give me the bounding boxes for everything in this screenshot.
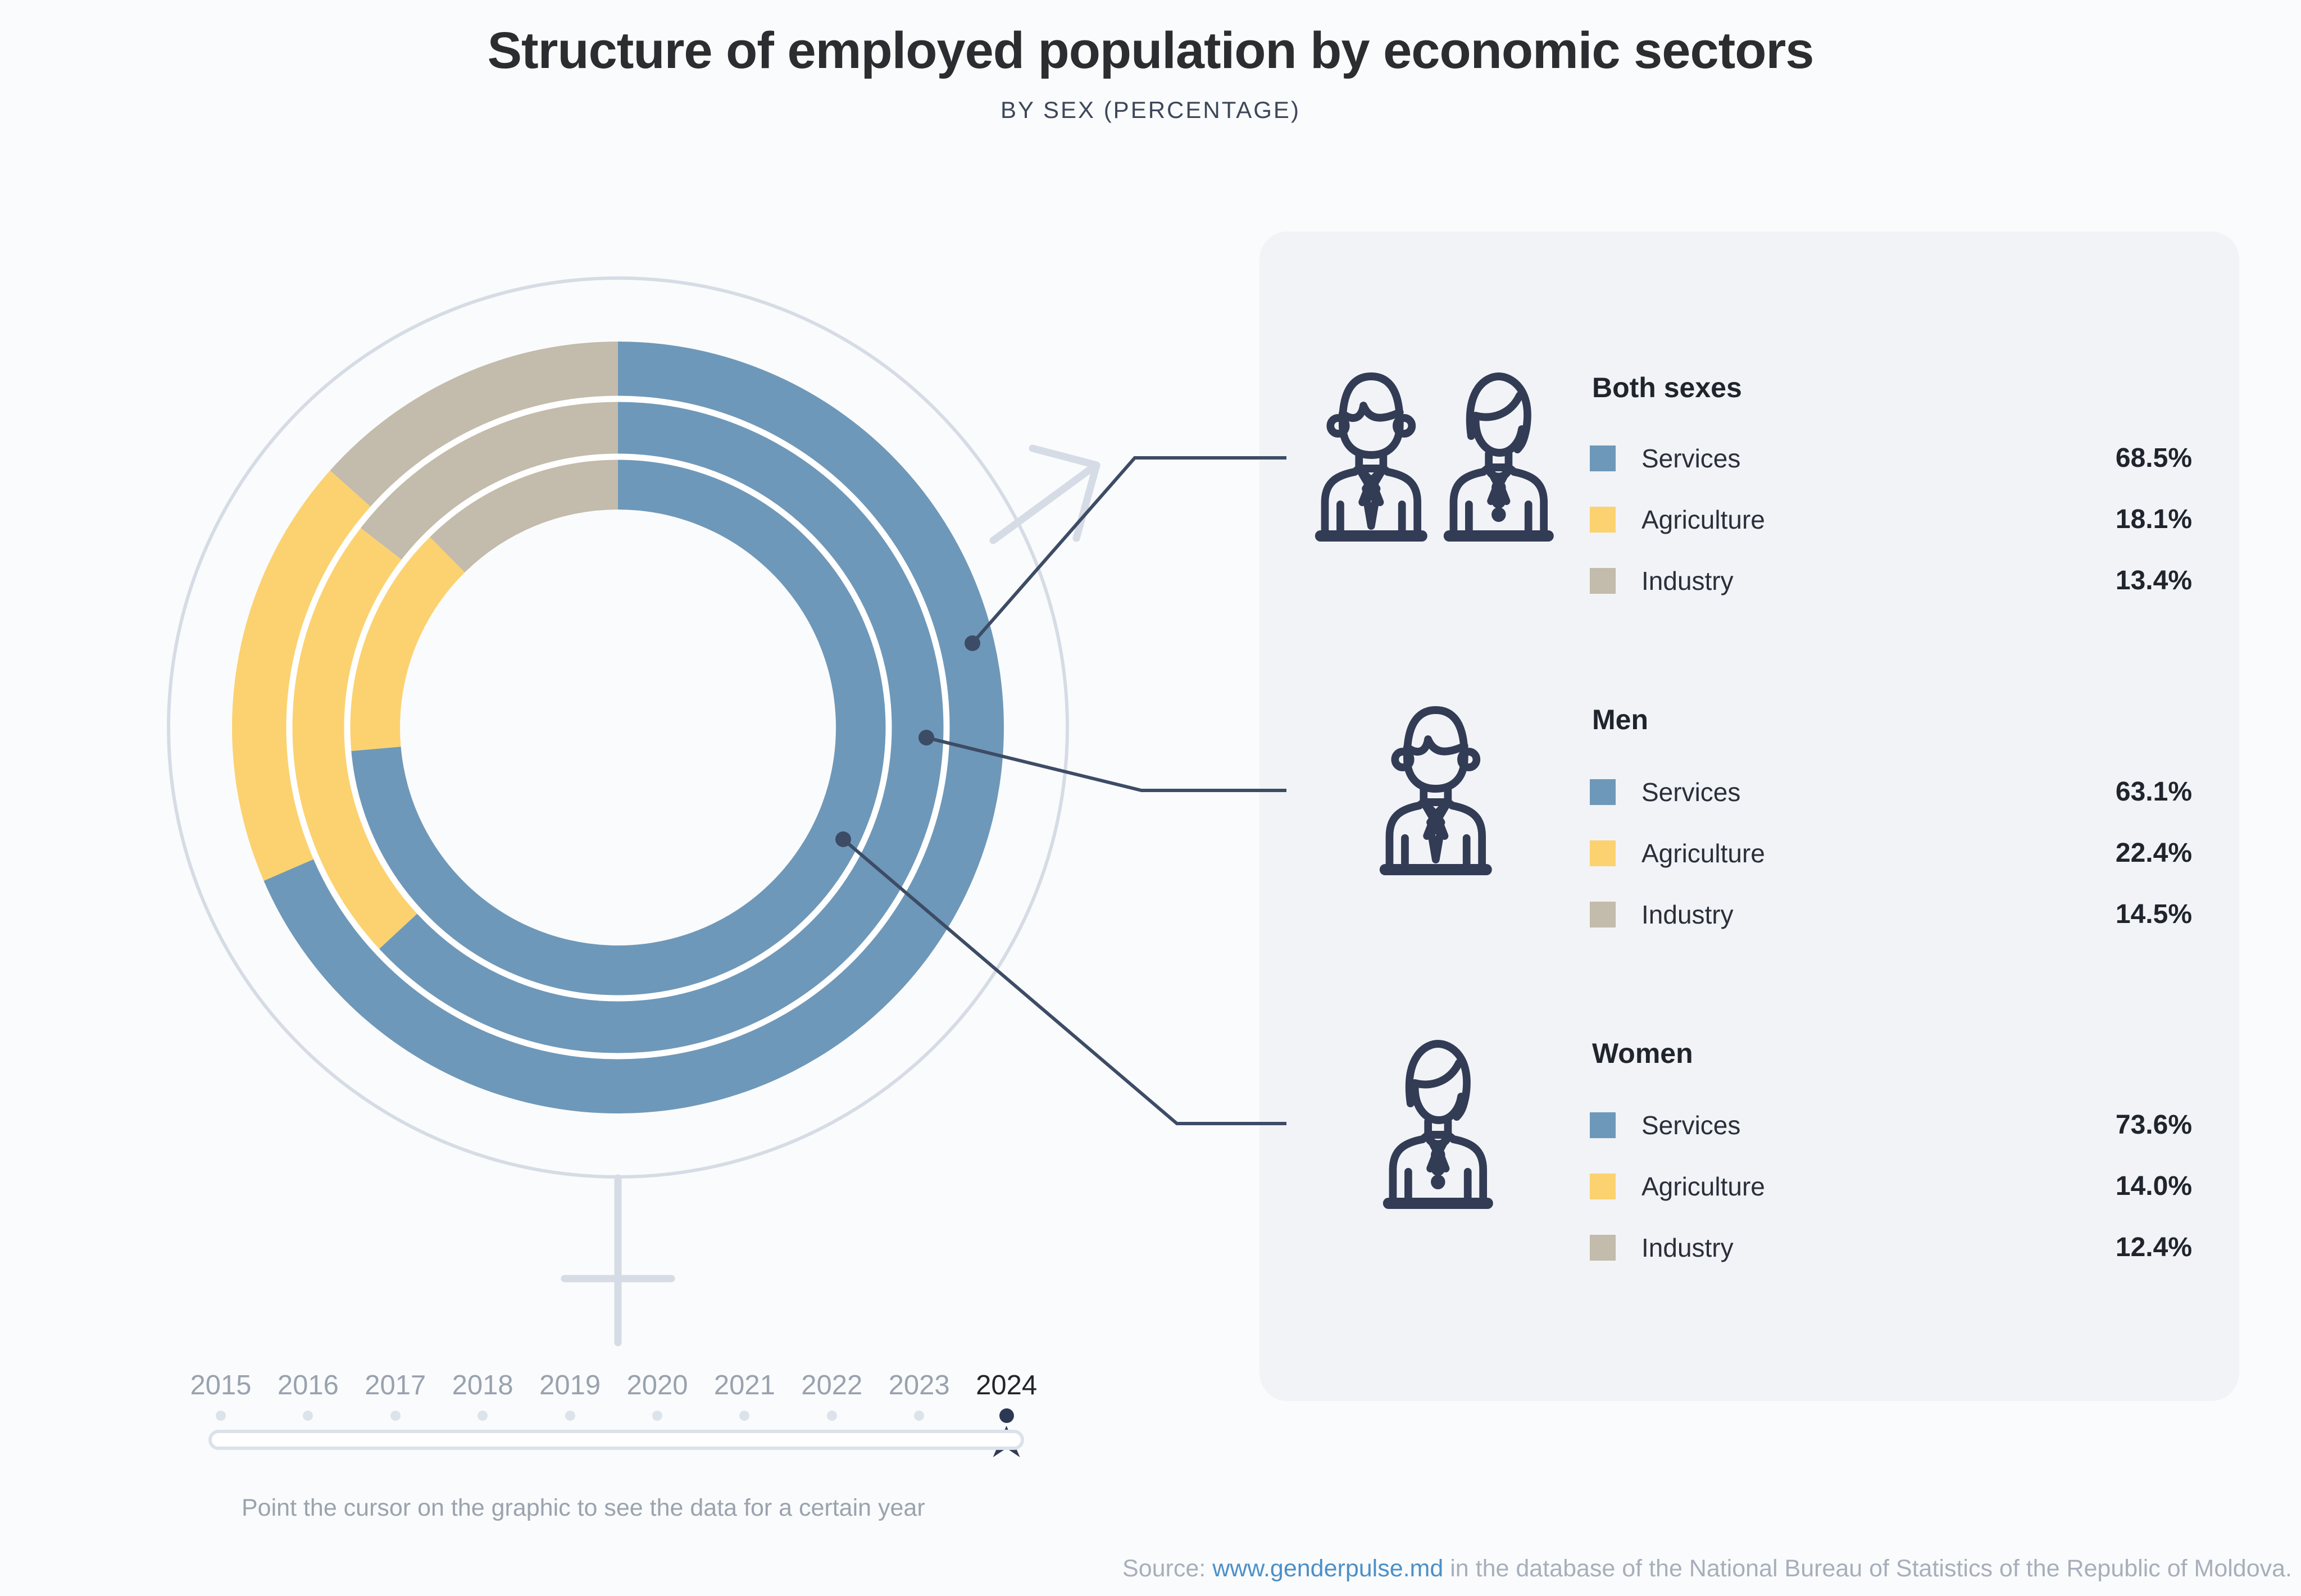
- legend-group-title-both-sexes: Both sexes: [1592, 372, 1742, 403]
- legend-value-agriculture: 14.0%: [2115, 1171, 2192, 1201]
- year-label-2016[interactable]: 2016: [277, 1370, 339, 1401]
- ring-both-sexes-agriculture[interactable]: [231, 470, 371, 881]
- legend-label-services: Services: [1641, 1111, 1741, 1140]
- year-dot-2023[interactable]: [914, 1411, 925, 1421]
- year-dot-2022[interactable]: [826, 1411, 837, 1421]
- legend-panel: [1259, 231, 2239, 1401]
- legend-swatch: [1590, 507, 1616, 533]
- legend-label-industry: Industry: [1641, 900, 1734, 929]
- legend-value-agriculture: 18.1%: [2115, 504, 2192, 534]
- year-dot-2020[interactable]: [652, 1411, 662, 1421]
- year-dot-2019[interactable]: [565, 1411, 575, 1421]
- legend-group-title-men: Men: [1592, 704, 1648, 735]
- source-prefix: Source:: [1122, 1555, 1206, 1582]
- leader-line-women: [842, 838, 1286, 1125]
- legend-value-services: 68.5%: [2115, 443, 2192, 473]
- legend-swatch: [1590, 902, 1616, 927]
- year-label-2019[interactable]: 2019: [539, 1370, 601, 1401]
- page-title: Structure of employed population by econ…: [487, 22, 1815, 79]
- legend-label-services: Services: [1641, 444, 1741, 473]
- legend-label-agriculture: Agriculture: [1641, 839, 1765, 868]
- legend-swatch: [1590, 840, 1616, 866]
- year-dot-2016[interactable]: [303, 1411, 313, 1421]
- slider-hint: Point the cursor on the graphic to see t…: [242, 1494, 925, 1521]
- year-label-2024[interactable]: 2024: [976, 1370, 1038, 1401]
- legend-swatch: [1590, 445, 1616, 471]
- legend-swatch: [1590, 1174, 1616, 1199]
- leader-line-both-sexes: [971, 456, 1286, 644]
- source-link[interactable]: www.genderpulse.md: [1212, 1555, 1444, 1582]
- year-label-2022[interactable]: 2022: [801, 1370, 863, 1401]
- year-dot-2018[interactable]: [478, 1411, 488, 1421]
- legend-label-services: Services: [1641, 777, 1741, 807]
- year-slider-track[interactable]: [208, 1430, 1024, 1450]
- year-dot-2024[interactable]: [999, 1408, 1014, 1423]
- legend-value-industry: 14.5%: [2115, 899, 2192, 929]
- legend-label-agriculture: Agriculture: [1641, 1172, 1765, 1201]
- legend-value-industry: 13.4%: [2115, 566, 2192, 595]
- year-label-2021[interactable]: 2021: [713, 1370, 775, 1401]
- source-line: Source: www.genderpulse.md in the databa…: [1122, 1555, 2292, 1583]
- female-cross-icon: [561, 1174, 675, 1347]
- year-label-2015[interactable]: 2015: [190, 1370, 252, 1401]
- legend-swatch: [1590, 1235, 1616, 1261]
- male-arrow-icon: [989, 444, 1101, 544]
- legend-label-industry: Industry: [1641, 566, 1734, 595]
- legend-label-industry: Industry: [1641, 1233, 1734, 1262]
- legend-value-services: 73.6%: [2115, 1110, 2192, 1140]
- year-dot-2021[interactable]: [739, 1411, 750, 1421]
- year-dot-2017[interactable]: [390, 1411, 401, 1421]
- year-label-2018[interactable]: 2018: [452, 1370, 513, 1401]
- legend-swatch: [1590, 568, 1616, 594]
- legend-value-services: 63.1%: [2115, 777, 2192, 807]
- legend-value-industry: 12.4%: [2115, 1233, 2192, 1262]
- legend-group-title-women: Women: [1592, 1038, 1693, 1069]
- page-subtitle: BY SEX (PERCENTAGE): [1001, 97, 1300, 123]
- source-suffix: in the database of the National Bureau o…: [1450, 1555, 2292, 1582]
- legend-value-agriculture: 22.4%: [2115, 838, 2192, 868]
- year-dot-2015[interactable]: [216, 1411, 226, 1421]
- donut-rings[interactable]: [231, 342, 1004, 1113]
- legend-swatch: [1590, 1112, 1616, 1138]
- year-label-2017[interactable]: 2017: [365, 1370, 426, 1401]
- legend-swatch: [1590, 779, 1616, 805]
- year-label-2023[interactable]: 2023: [888, 1370, 950, 1401]
- year-label-2020[interactable]: 2020: [626, 1370, 688, 1401]
- legend-label-agriculture: Agriculture: [1641, 505, 1765, 534]
